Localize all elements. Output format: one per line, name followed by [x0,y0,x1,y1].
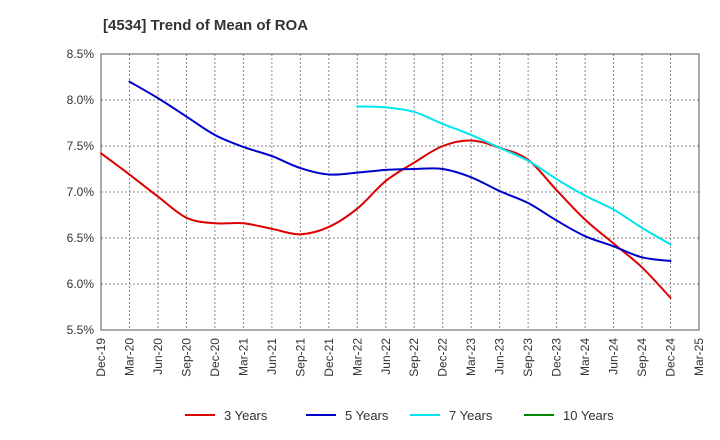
y-tick-label: 5.5% [67,323,95,337]
x-tick-label: Jun-23 [493,338,507,375]
series-layer [100,80,672,299]
x-tick-label: Sep-22 [407,338,421,377]
x-tick-label: Sep-23 [521,338,535,377]
x-tick-label: Mar-22 [350,338,364,376]
y-tick-label: 6.0% [67,277,95,291]
x-tick-label: Mar-20 [122,338,136,376]
x-tick-label: Dec-19 [94,338,108,377]
x-tick-label: Sep-24 [635,338,649,377]
legend-label-10-years: 10 Years [563,408,614,423]
legend: 3 Years 5 Years 7 Years 10 Years [185,408,614,423]
x-tick-label: Mar-21 [236,338,250,376]
x-tick-label: Dec-20 [208,338,222,377]
y-tick-label: 8.0% [67,93,95,107]
y-tick-label: 7.5% [67,139,95,153]
y-tick-label: 7.0% [67,185,95,199]
y-tick-label: 8.5% [67,47,95,61]
axis-layer: 5.5% 6.0% 6.5% 7.0% 7.5% 8.0% 8.5% Dec-19 Mar-20… [67,47,706,377]
x-tick-label: Dec-22 [436,338,450,377]
x-tick-label: Sep-20 [179,338,193,377]
legend-label-3-years: 3 Years [224,408,268,423]
y-tick-label: 6.5% [67,231,95,245]
x-tick-label: Dec-21 [322,338,336,377]
x-tick-label: Mar-24 [578,338,592,376]
legend-label-5-years: 5 Years [345,408,389,423]
chart-title: [4534] Trend of Mean of ROA [103,17,308,34]
grid-layer [101,54,699,330]
x-tick-label: Sep-21 [293,338,307,377]
x-tick-label: Mar-23 [464,338,478,376]
legend-label-7-years: 7 Years [449,408,493,423]
x-tick-label: Jun-20 [151,338,165,375]
x-tick-label: Mar-25 [692,338,706,376]
series-line-5-years [128,80,672,262]
x-tick-label: Jun-24 [607,338,621,375]
x-tick-label: Dec-24 [664,338,678,377]
plot-area-border [100,53,700,331]
series-line-7-years [356,105,672,246]
x-tick-label: Jun-22 [379,338,393,375]
x-tick-label: Jun-21 [265,338,279,375]
series-line-3-years [100,139,672,299]
x-tick-label: Dec-23 [550,338,564,377]
